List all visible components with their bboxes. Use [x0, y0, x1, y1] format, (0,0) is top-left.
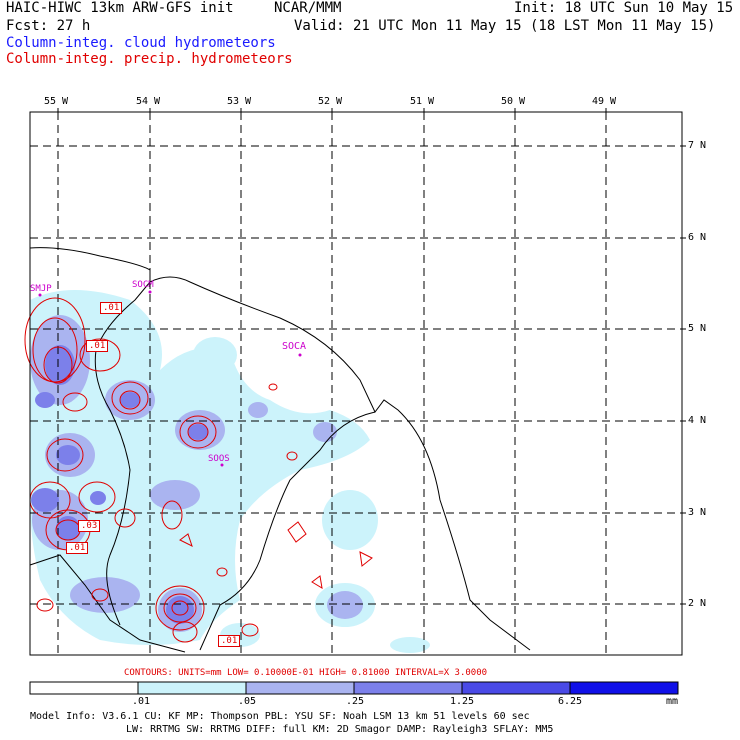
station-label: SOOS [208, 454, 230, 464]
contour-label: .01 [100, 302, 123, 314]
init-time: Init: 18 UTC Sun 10 May 15 [514, 0, 734, 16]
colorbar-unit: mm [666, 696, 679, 707]
lon-label: 49 W [592, 96, 617, 107]
lat-label: 2 N [688, 598, 707, 609]
station-label: SOCM [132, 280, 154, 290]
lat-label: 3 N [688, 507, 707, 518]
org-label: NCAR/MMM [274, 0, 342, 16]
lat-label: 7 N [688, 140, 707, 151]
colorbar [29, 681, 679, 695]
colorbar-label: 1.25 [450, 696, 475, 707]
lon-label: 50 W [501, 96, 526, 107]
forecast-hour: Fcst: 27 h [6, 18, 91, 34]
colorbar-label: 6.25 [558, 696, 583, 707]
station-label: SOCA [282, 341, 307, 352]
lat-label: 4 N [688, 415, 707, 426]
map-frame [29, 111, 683, 656]
colorbar-label: .01 [132, 696, 151, 707]
lon-label: 54 W [136, 96, 161, 107]
colorbar-label: .25 [346, 696, 365, 707]
contour-info: CONTOURS: UNITS=mm LOW= 0.10000E-01 HIGH… [124, 668, 488, 678]
lon-label: 52 W [318, 96, 343, 107]
lat-label: 5 N [688, 323, 707, 334]
lon-label: 55 W [44, 96, 69, 107]
lat-label: 6 N [688, 232, 707, 243]
valid-time: Valid: 21 UTC Mon 11 May 15 (18 LST Mon … [294, 18, 716, 34]
precip-contours [24, 297, 373, 643]
model-info-line1: Model Info: V3.6.1 CU: KF MP: Thompson P… [30, 711, 530, 722]
lon-ticks [57, 108, 607, 112]
colorbar-label: .05 [238, 696, 257, 707]
lon-label: 51 W [410, 96, 435, 107]
plot-title: HAIC-HIWC 13km ARW-GFS init [6, 0, 234, 16]
lon-label: 53 W [227, 96, 252, 107]
station-label: SMJP [30, 284, 52, 294]
station-markers [38, 290, 302, 467]
legend-cloud: Column-integ. cloud hydrometeors [6, 35, 276, 51]
legend-precip: Column-integ. precip. hydrometeors [6, 51, 293, 67]
contour-label: .01 [86, 340, 109, 352]
contour-label: .01 [218, 635, 241, 647]
lat-ticks [682, 145, 686, 605]
model-info-line2: LW: RRTMG SW: RRTMG DIFF: full KM: 2D Sm… [126, 724, 554, 735]
lat-lon-grid [30, 112, 682, 655]
contour-label: .03 [78, 520, 101, 532]
contour-label: .01 [66, 542, 89, 554]
